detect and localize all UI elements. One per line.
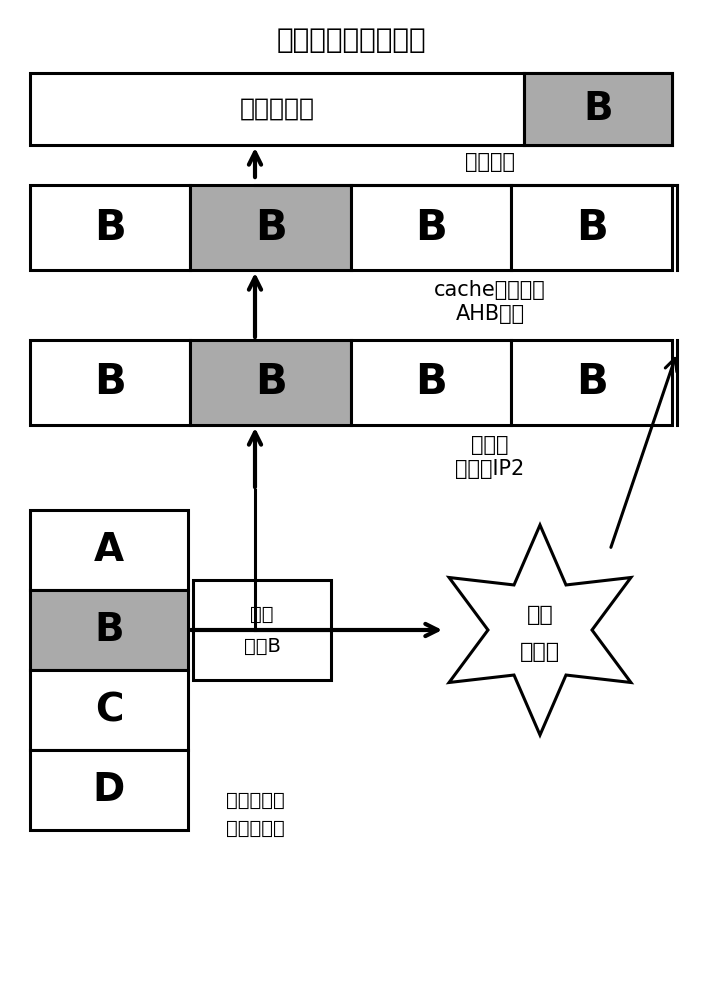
Text: 数据: 数据	[526, 605, 553, 625]
Bar	[30, 750, 188, 830]
Text: 不一致: 不一致	[520, 642, 560, 662]
Text: 访问: 访问	[250, 604, 274, 624]
Text: A: A	[94, 531, 124, 569]
Text: 字节截取: 字节截取	[465, 152, 515, 172]
Bar	[190, 340, 351, 425]
Text: 存储器: 存储器	[471, 435, 509, 455]
Bar	[524, 73, 672, 145]
Bar	[190, 185, 351, 270]
Text: AHB总线: AHB总线	[456, 304, 524, 324]
Text: B: B	[416, 361, 447, 403]
Bar	[351, 340, 512, 425]
Text: B: B	[94, 361, 126, 403]
Text: D: D	[93, 771, 125, 809]
Text: 处理器读回的数据值: 处理器读回的数据值	[276, 26, 426, 54]
Polygon shape	[449, 525, 631, 735]
Text: 字节B: 字节B	[244, 637, 280, 656]
Text: 符号位扩展: 符号位扩展	[239, 97, 314, 121]
Bar	[30, 670, 188, 750]
Bar	[512, 185, 672, 270]
Bar	[512, 340, 672, 425]
Text: 中的数据值: 中的数据值	[225, 818, 284, 838]
Text: cache更新数据: cache更新数据	[434, 280, 546, 300]
Bar	[351, 185, 512, 270]
Text: B: B	[94, 611, 124, 649]
Bar	[193, 580, 331, 680]
Text: B: B	[576, 361, 608, 403]
Bar	[30, 510, 188, 590]
Text: 外部存储器: 外部存储器	[225, 790, 284, 810]
Text: B: B	[576, 207, 608, 248]
Text: B: B	[255, 207, 286, 248]
Text: B: B	[416, 207, 447, 248]
Bar	[30, 185, 190, 270]
Text: B: B	[255, 361, 286, 403]
Text: B: B	[583, 90, 613, 128]
Bar	[30, 340, 190, 425]
Bar	[30, 73, 672, 145]
Text: B: B	[94, 207, 126, 248]
Bar	[30, 590, 188, 670]
Text: 控制器IP2: 控制器IP2	[456, 459, 524, 479]
Text: C: C	[95, 691, 124, 729]
